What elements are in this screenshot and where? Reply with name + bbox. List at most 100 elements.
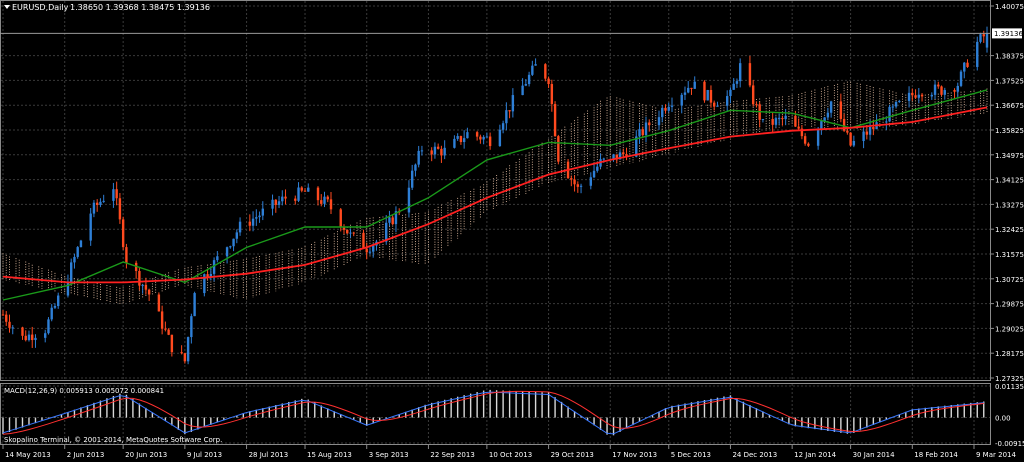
candle [5, 311, 8, 326]
candle [125, 243, 128, 269]
candle [599, 153, 602, 169]
candle [716, 101, 719, 107]
candle [209, 267, 213, 281]
candle [21, 326, 24, 340]
candle [320, 194, 323, 207]
candle [212, 257, 216, 282]
candle [488, 132, 492, 150]
candle [852, 135, 856, 148]
candle [76, 245, 79, 259]
candle [281, 190, 284, 206]
price-tick-label: 1.37525 [995, 77, 1024, 85]
candle [635, 130, 638, 158]
time-tick-label: 14 May 2013 [5, 451, 51, 459]
candle [917, 88, 921, 104]
candle [186, 336, 190, 365]
symbol-label: EURUSD,Daily [12, 3, 69, 12]
candle [592, 163, 596, 179]
price-tick-label: 1.28175 [995, 350, 1024, 358]
candle [709, 85, 713, 108]
candle [748, 55, 752, 88]
candle [456, 133, 459, 141]
candle [907, 86, 911, 108]
time-tick-label: 30 Jan 2014 [853, 451, 896, 459]
time-tick-label: 28 Jul 2013 [249, 451, 289, 459]
price-tick-label: 1.29875 [995, 301, 1024, 309]
time-tick-label: 24 Dec 2013 [732, 451, 777, 459]
candle [362, 229, 365, 249]
candle [872, 119, 875, 136]
candle [466, 127, 469, 139]
candle [524, 79, 528, 87]
candle [433, 142, 437, 159]
candle [436, 143, 440, 150]
ichimoku-cloud [2, 81, 988, 306]
time-tick-label: 15 Aug 2013 [307, 451, 352, 459]
ma-slow-line [2, 106, 988, 284]
price-axis: 1.40075 1.38375 1.37525 1.36675 1.35825 1.349… [990, 3, 1024, 383]
candle [816, 127, 820, 150]
candle [657, 110, 661, 130]
candle [839, 93, 843, 123]
macd-line [2, 391, 984, 435]
candle [953, 88, 956, 100]
time-tick-label: 9 Jul 2013 [187, 451, 222, 459]
candle [271, 194, 274, 216]
candle [307, 183, 310, 192]
candle [34, 334, 37, 348]
time-tick-label: 29 Oct 2013 [551, 451, 594, 459]
macd-tick-label: -0.009157 [995, 440, 1024, 448]
macd-label: MACD(12,26,9) 0.005913 0.005072 0.000841 [4, 387, 164, 395]
candle [24, 330, 27, 342]
candle [372, 243, 375, 258]
candle [420, 145, 424, 156]
candle [758, 101, 761, 128]
candle [92, 200, 96, 218]
candle [53, 303, 57, 310]
candle [985, 26, 989, 53]
candle [751, 79, 755, 107]
candle [868, 119, 872, 141]
candle [391, 215, 394, 226]
candle [183, 352, 187, 364]
candle [462, 130, 466, 149]
candle [527, 71, 531, 87]
candle [735, 78, 739, 88]
dropdown-arrow-icon[interactable] [4, 5, 10, 9]
time-tick-label: 17 Nov 2013 [612, 451, 657, 459]
candle [410, 164, 414, 190]
candle [959, 69, 963, 88]
price-tick-label: 1.32425 [995, 226, 1024, 234]
candle [346, 229, 349, 234]
candle [225, 246, 229, 264]
candle [738, 58, 742, 88]
candle [294, 195, 297, 205]
candle [329, 192, 333, 214]
candle [667, 102, 670, 113]
candle [31, 326, 34, 348]
candle [193, 291, 196, 317]
macd-signal-line [2, 390, 984, 435]
candle [498, 124, 502, 147]
candle [482, 135, 485, 145]
candle [73, 253, 76, 269]
candle [326, 195, 329, 203]
price-tick-label: 1.36675 [995, 102, 1024, 110]
candle [807, 142, 810, 147]
macd-histogram [2, 389, 985, 436]
candle [521, 78, 524, 96]
time-tick-label: 22 Sep 2013 [430, 451, 474, 459]
time-tick-label: 2 Jun 2013 [67, 451, 105, 459]
candle [862, 125, 865, 149]
candle [121, 216, 125, 251]
candle [160, 305, 164, 335]
candle [644, 116, 648, 143]
candle [501, 120, 505, 134]
candle [670, 97, 674, 113]
candle [407, 180, 411, 218]
candle [394, 206, 398, 232]
candle [349, 228, 352, 238]
candle [303, 188, 307, 192]
